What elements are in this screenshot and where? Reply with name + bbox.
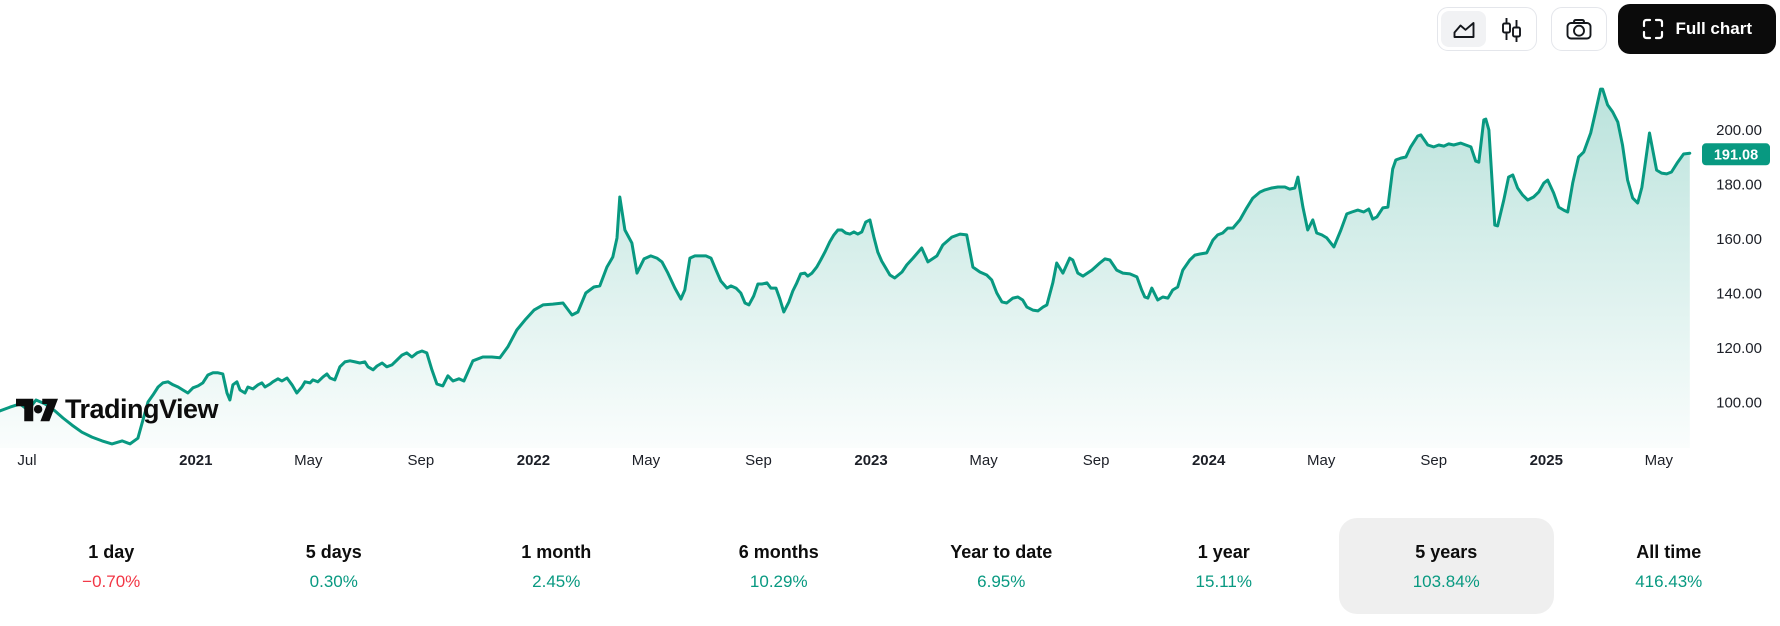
range-label: 5 years [1415, 541, 1478, 562]
range-tab-1-day[interactable]: 1 day −0.70% [4, 518, 219, 614]
candlestick-icon [1498, 16, 1524, 42]
range-label: 1 year [1197, 541, 1250, 562]
range-tab-1-month[interactable]: 1 month 2.45% [449, 518, 664, 614]
y-axis-label: 200.00 [1716, 122, 1762, 139]
range-tab-6-months[interactable]: 6 months 10.29% [672, 518, 887, 614]
range-tab-5-years[interactable]: 5 years 103.84% [1339, 518, 1554, 614]
range-change-value: 15.11% [1195, 571, 1252, 591]
tradingview-mark-icon [16, 395, 58, 425]
fullscreen-icon [1642, 18, 1664, 40]
range-tab-5-days[interactable]: 5 days 0.30% [227, 518, 442, 614]
range-tab-all-time[interactable]: All time 416.43% [1562, 518, 1777, 614]
range-change-value: 103.84% [1412, 571, 1480, 591]
tradingview-logo-text: TradingView [65, 394, 219, 424]
x-axis-label: 2022 [517, 452, 550, 469]
area-chart-button[interactable] [1441, 11, 1487, 47]
x-axis-label: Sep [745, 452, 772, 469]
full-chart-button[interactable]: Full chart [1618, 4, 1776, 54]
range-tabs: 1 day −0.70% 5 days 0.30% 1 month 2.45% 6 mont… [0, 516, 1780, 616]
range-change-value: 10.29% [749, 571, 808, 591]
area-chart-icon [1451, 18, 1477, 40]
range-label: 6 months [738, 541, 819, 562]
y-axis-label: 140.00 [1716, 286, 1762, 303]
range-label: 1 day [88, 541, 135, 562]
x-axis-label: 2021 [179, 452, 212, 469]
x-axis-label: May [632, 452, 661, 469]
x-axis-label: Sep [408, 452, 435, 469]
area-fill [0, 89, 1690, 448]
x-axis-label: May [294, 452, 323, 469]
x-axis-label: May [1645, 452, 1674, 469]
y-axis-label: 160.00 [1716, 231, 1762, 248]
price-line [0, 87, 1692, 446]
range-label: Year to date [950, 541, 1053, 562]
y-axis-label: 100.00 [1716, 395, 1762, 412]
range-label: 1 month [521, 541, 592, 562]
x-axis-label: Jul [17, 452, 36, 469]
range-change-value: 6.95% [977, 571, 1026, 591]
candlestick-chart-button[interactable] [1488, 11, 1533, 47]
range-label: All time [1636, 541, 1702, 562]
range-change-value: 2.45% [532, 571, 581, 591]
chart-area: 100.00 120.00 140.00 160.00 180.00 200.00 191.… [0, 0, 1780, 505]
snapshot-button[interactable] [1551, 7, 1608, 51]
x-axis-label: 2025 [1530, 452, 1563, 469]
range-label: 5 days [305, 541, 362, 562]
range-change-value: −0.70% [82, 571, 141, 591]
range-tab-year-to-date[interactable]: Year to date 6.95% [894, 518, 1109, 614]
last-price-value: 191.08 [1714, 147, 1758, 163]
range-tab-1-year[interactable]: 1 year 15.11% [1117, 518, 1332, 614]
price-chart[interactable]: 100.00 120.00 140.00 160.00 180.00 200.00 191.… [0, 0, 1780, 505]
x-axis-label: 2023 [854, 452, 887, 469]
y-axis-label: 180.00 [1716, 177, 1762, 194]
x-axis-label: May [969, 452, 998, 469]
x-axis-label: 2024 [1192, 452, 1226, 469]
chart-toolbar: Full chart [1437, 4, 1776, 54]
tradingview-logo[interactable]: TradingView [16, 394, 219, 425]
x-axis-label: Sep [1083, 452, 1110, 469]
chart-type-switcher [1437, 7, 1538, 51]
range-change-value: 0.30% [309, 571, 358, 591]
camera-icon [1565, 17, 1593, 41]
x-axis-label: Sep [1420, 452, 1447, 469]
full-chart-label: Full chart [1675, 19, 1752, 38]
last-price-badge [1702, 143, 1770, 166]
range-change-value: 416.43% [1635, 571, 1703, 591]
y-axis-label: 120.00 [1716, 340, 1762, 357]
x-axis-label: May [1307, 452, 1336, 469]
